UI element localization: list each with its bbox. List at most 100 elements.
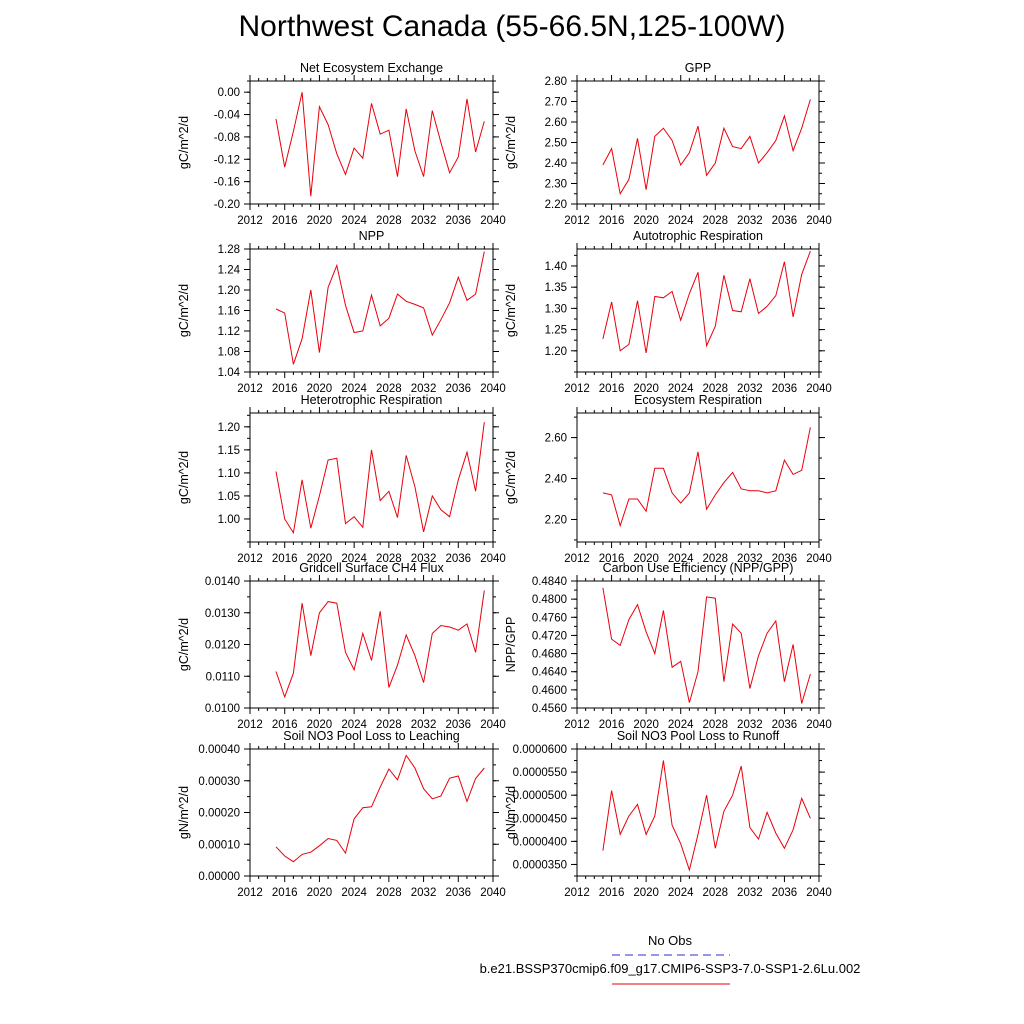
y-tick-label: -0.20 (214, 199, 240, 211)
x-tick-label: 2024 (341, 383, 367, 395)
y-tick-label: 0.00000 (198, 871, 240, 883)
series-line (275, 754, 485, 863)
x-tick-label: 2032 (411, 887, 437, 899)
x-tick-label: 2024 (341, 215, 367, 227)
plot-frame (249, 80, 494, 205)
x-tick-label: 2028 (702, 553, 728, 565)
y-axis-label: gC/m^2/d (177, 284, 191, 337)
y-tick-label: 1.35 (545, 282, 567, 294)
plot-frame (576, 748, 820, 877)
y-tick-label: 0.4680 (532, 649, 567, 661)
y-tick-label: 1.20 (545, 346, 567, 358)
y-tick-label: 1.20 (218, 285, 240, 297)
series-line (275, 92, 485, 197)
x-tick-label: 2016 (272, 553, 298, 565)
y-tick-label: 2.60 (545, 433, 567, 445)
y-tick-label: 1.04 (218, 367, 241, 379)
y-axis-label: gC/m^2/d (504, 116, 518, 169)
y-axis-label: gC/m^2/d (177, 116, 191, 169)
series-line (275, 251, 485, 365)
y-tick-label: 0.4760 (532, 612, 567, 624)
plot-frame (249, 248, 494, 373)
y-tick-label: 0.0120 (205, 640, 240, 652)
panel-title: Carbon Use Efficiency (NPP/GPP) (603, 561, 794, 575)
x-tick-label: 2020 (633, 719, 659, 731)
y-tick-label: 0.4560 (532, 703, 567, 715)
y-tick-label: 2.60 (545, 117, 567, 129)
y-tick-label: 0.0130 (205, 608, 240, 620)
y-tick-label: 0.00 (218, 87, 240, 99)
x-tick-label: 2020 (307, 719, 333, 731)
y-tick-label: 0.0000350 (513, 859, 567, 871)
x-tick-label: 2016 (272, 383, 298, 395)
x-tick-label: 2016 (272, 887, 298, 899)
x-tick-label: 2016 (272, 215, 298, 227)
x-tick-label: 2036 (445, 383, 471, 395)
x-tick-label: 2040 (480, 719, 506, 731)
y-tick-label: 0.0000450 (513, 813, 567, 825)
x-tick-label: 2040 (806, 553, 832, 565)
x-tick-label: 2032 (411, 383, 437, 395)
x-tick-label: 2028 (702, 383, 728, 395)
x-tick-label: 2028 (376, 887, 402, 899)
y-tick-label: 1.05 (218, 491, 240, 503)
y-tick-label: 0.0000550 (513, 767, 567, 779)
series-line (602, 760, 811, 872)
x-tick-label: 2036 (445, 215, 471, 227)
y-axis-label: gC/m^2/d (504, 451, 518, 504)
chart-panel-5: Heterotrophic Respiration 2012 2016 2020 202… (177, 393, 506, 565)
x-tick-label: 2028 (376, 553, 402, 565)
chart-panel-3: NPP 2012 2016 2020 2024 2028 2032 2036 2040 1.28 1… (177, 229, 506, 395)
x-tick-label: 2024 (668, 719, 694, 731)
x-tick-label: 2020 (633, 887, 659, 899)
y-tick-label: 1.00 (218, 514, 240, 526)
x-tick-label: 2040 (480, 553, 506, 565)
y-tick-label: 2.40 (545, 474, 567, 486)
x-tick-label: 2032 (737, 383, 763, 395)
x-tick-label: 2028 (376, 383, 402, 395)
y-tick-label: -0.04 (214, 110, 241, 122)
x-tick-label: 2036 (772, 383, 798, 395)
series-line (275, 422, 485, 535)
x-tick-label: 2024 (668, 553, 694, 565)
y-tick-label: 1.10 (218, 468, 240, 480)
chart-panel-4: Autotrophic Respiration 2012 2016 2020 2024 2… (504, 229, 832, 395)
y-tick-label: 2.20 (545, 199, 567, 211)
x-tick-label: 2012 (237, 887, 263, 899)
series-line (275, 590, 485, 699)
x-tick-label: 2040 (806, 887, 832, 899)
x-tick-label: 2016 (272, 719, 298, 731)
y-tick-label: 0.4800 (532, 594, 567, 606)
series-line (602, 427, 811, 528)
y-tick-label: 1.28 (218, 244, 240, 256)
x-tick-label: 2012 (237, 719, 263, 731)
x-tick-label: 2028 (376, 719, 402, 731)
chart-panel-2: GPP 2012 2016 2020 2024 2028 2032 2036 2040 2.80 2… (504, 61, 832, 227)
y-tick-label: 1.08 (218, 347, 240, 359)
y-tick-label: 2.70 (545, 97, 567, 109)
x-tick-label: 2012 (564, 215, 590, 227)
x-tick-label: 2020 (633, 383, 659, 395)
panel-title: Net Ecosystem Exchange (300, 61, 443, 75)
x-tick-label: 2028 (702, 887, 728, 899)
y-axis-label: gC/m^2/d (177, 451, 191, 504)
x-tick-label: 2024 (668, 383, 694, 395)
x-tick-label: 2040 (806, 383, 832, 395)
y-tick-label: 1.24 (218, 265, 241, 277)
x-tick-label: 2040 (480, 887, 506, 899)
x-tick-label: 2036 (772, 215, 798, 227)
x-tick-label: 2032 (737, 887, 763, 899)
x-tick-label: 2036 (445, 553, 471, 565)
x-tick-label: 2024 (668, 215, 694, 227)
x-tick-label: 2028 (376, 215, 402, 227)
x-tick-label: 2020 (633, 215, 659, 227)
x-tick-label: 2040 (480, 383, 506, 395)
chart-panel-10: Soil NO3 Pool Loss to Runoff 2012 2016 2020… (504, 729, 832, 899)
x-tick-label: 2032 (411, 553, 437, 565)
x-tick-label: 2032 (737, 553, 763, 565)
y-tick-label: 0.0000500 (513, 790, 567, 802)
x-tick-label: 2016 (599, 553, 625, 565)
y-tick-label: 2.20 (545, 514, 567, 526)
plot-frame (576, 80, 820, 205)
